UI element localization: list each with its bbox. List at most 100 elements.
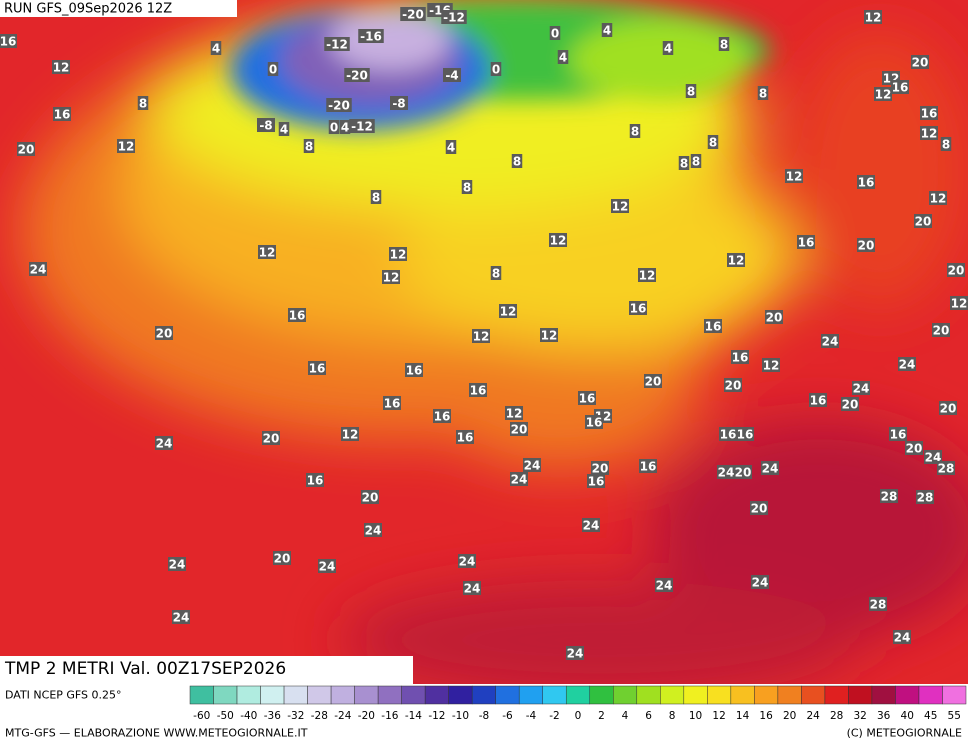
temperature-label: 24 (173, 611, 190, 625)
label-box (591, 461, 609, 475)
colorbar-swatch (189, 685, 214, 705)
temperature-label: 16 (457, 431, 474, 445)
temperature-label: 12 (865, 11, 882, 25)
temperature-label: 8 (709, 136, 717, 150)
colorbar-swatch (260, 685, 285, 705)
label-box (326, 98, 352, 112)
temperature-label: 20 (725, 379, 742, 393)
colorbar-swatch (377, 685, 402, 705)
temperature-label: 12 (612, 200, 629, 214)
colorbar-swatch (424, 685, 449, 705)
temperature-label: 4 (603, 24, 611, 38)
temperature-label: 20 (362, 491, 379, 505)
temperature-label: 24 (752, 576, 769, 590)
colorbar-label: 45 (924, 710, 937, 722)
temperature-label: 12 (875, 88, 892, 102)
label-box (911, 55, 929, 69)
label-box (765, 310, 783, 324)
colorbar-label: -40 (240, 710, 257, 722)
label-box (258, 245, 276, 259)
temperature-label: 8 (139, 97, 147, 111)
label-box (638, 268, 656, 282)
label-box (549, 233, 567, 247)
temperature-label: 8 (372, 191, 380, 205)
temperature-label: 12 (53, 61, 70, 75)
temperature-label: 16 (289, 309, 306, 323)
label-box (445, 140, 457, 154)
temperature-label: 0 (492, 63, 500, 77)
colorbar-swatch (707, 685, 732, 705)
label-box (328, 120, 340, 134)
label-box (273, 551, 291, 565)
label-box (344, 68, 370, 82)
label-box (629, 301, 647, 315)
label-box (717, 465, 735, 479)
source-text: DATI NCEP GFS 0.25° (5, 689, 122, 702)
label-box (566, 646, 584, 660)
colorbar-label: -6 (502, 710, 513, 722)
colorbar-swatch (942, 685, 967, 705)
temperature-label: 28 (881, 490, 898, 504)
temperature-label: 4 (664, 42, 672, 56)
temperature-label: -8 (259, 119, 272, 133)
temperature-label: 20 (735, 466, 752, 480)
temperature-label: 8 (942, 138, 950, 152)
colorbar-label: -60 (193, 710, 210, 722)
label-box (582, 518, 600, 532)
label-box (358, 29, 384, 43)
temperature-label: 16 (307, 474, 324, 488)
temperature-label: 16 (892, 81, 909, 95)
label-box (585, 415, 603, 429)
colorbar-swatch (589, 685, 614, 705)
label-box (920, 106, 938, 120)
temperature-label: 16 (630, 302, 647, 316)
label-box (499, 304, 517, 318)
label-box (505, 406, 523, 420)
label-box (341, 427, 359, 441)
label-box (53, 107, 71, 121)
label-box (898, 357, 916, 371)
label-box (655, 578, 673, 592)
colorbar-label: 55 (948, 710, 961, 722)
label-box (472, 329, 490, 343)
label-box (155, 436, 173, 450)
colorbar-swatch (236, 685, 261, 705)
label-box (433, 409, 451, 423)
temperature-label: 24 (511, 473, 528, 487)
label-box (857, 238, 875, 252)
temperature-label: 16 (921, 107, 938, 121)
label-box (924, 450, 942, 464)
temperature-label: 12 (390, 248, 407, 262)
temperature-label: 20 (915, 215, 932, 229)
label-box (874, 87, 892, 101)
label-box (441, 10, 467, 24)
temperature-label: 24 (656, 579, 673, 593)
label-box (629, 124, 641, 138)
temperature-label: 12 (473, 330, 490, 344)
temperature-label: 24 (822, 335, 839, 349)
temperature-label: 16 (798, 236, 815, 250)
colorbar-label: -16 (381, 710, 398, 722)
label-box (324, 37, 350, 51)
label-box (662, 41, 674, 55)
temperature-label: 12 (500, 305, 517, 319)
temperature-label: 24 (718, 466, 735, 480)
colorbar-swatch (683, 685, 708, 705)
label-box (523, 458, 541, 472)
colorbar-label: -50 (217, 710, 234, 722)
label-box (383, 396, 401, 410)
temperature-label: 20 (948, 264, 965, 278)
temperature-label: 12 (921, 127, 938, 141)
temperature-label: -20 (402, 8, 424, 22)
colorbar-swatch (354, 685, 379, 705)
colorbar-label: 8 (669, 710, 676, 722)
label-box (889, 427, 907, 441)
label-box (443, 68, 461, 82)
temperature-label: 24 (365, 524, 382, 538)
label-box (678, 156, 690, 170)
colorbar-label: 12 (712, 710, 725, 722)
colorbar-label: -12 (428, 710, 445, 722)
temperature-label: 4 (212, 42, 220, 56)
label-box (490, 62, 502, 76)
